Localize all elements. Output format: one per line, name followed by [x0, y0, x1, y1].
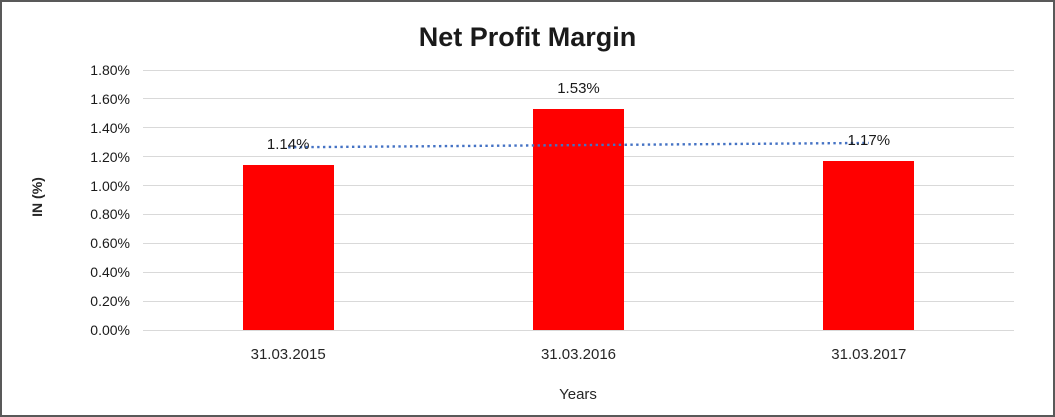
gridline: [143, 69, 1014, 71]
y-axis-tick-label: 1.40%: [90, 119, 130, 136]
y-axis-tick-label: 1.80%: [90, 62, 130, 78]
y-axis-tick-label: 0.40%: [90, 264, 130, 281]
y-axis-tick-label: 0.20%: [90, 293, 130, 310]
bar-data-label: 1.53%: [557, 80, 600, 97]
x-axis-category-label: 31.03.2016: [540, 346, 617, 363]
x-axis-category-label: 31.03.2015: [250, 346, 326, 363]
bar-31.03.2015: [242, 165, 334, 330]
y-axis-tick-label: 0.60%: [90, 235, 130, 252]
y-axis-title: IN (%): [29, 177, 45, 217]
bar-31.03.2016: [533, 109, 624, 330]
x-axis-category-label: 31.03.2017: [831, 346, 907, 363]
x-axis-title: Years: [559, 386, 597, 403]
y-axis-tick-label: 0.00%: [90, 322, 130, 338]
y-axis-tick-label: 1.60%: [90, 90, 130, 107]
y-axis-tick-label: 1.00%: [90, 177, 130, 194]
y-axis-tick-label: 1.20%: [90, 148, 130, 165]
chart-title: Net Profit Margin: [418, 22, 637, 52]
bar-data-label: 1.17%: [847, 132, 891, 149]
gridline: [143, 98, 1014, 100]
bar-31.03.2017: [823, 161, 915, 330]
bar-data-label: 1.14%: [266, 136, 310, 154]
gridline: [143, 329, 1014, 331]
y-axis-tick-label: 0.80%: [90, 206, 130, 223]
